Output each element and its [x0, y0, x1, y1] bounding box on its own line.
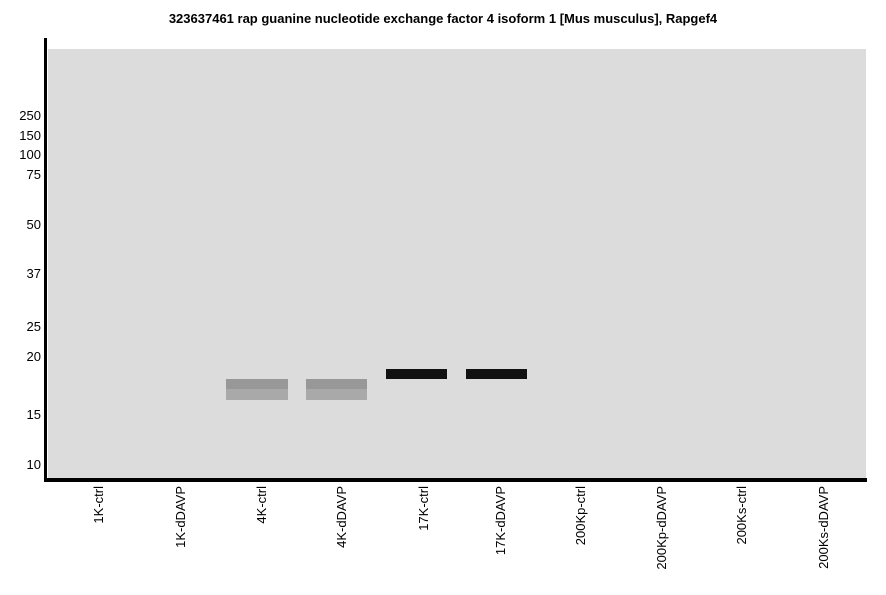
y-tick-label-10: 10 — [26, 457, 41, 472]
band-17K-ctrl — [386, 369, 447, 379]
band-17K-dDAVP — [466, 369, 527, 379]
y-tick-label-25: 25 — [26, 319, 41, 334]
y-tick-label-250: 250 — [19, 108, 41, 123]
y-tick-label-150: 150 — [19, 128, 41, 143]
band-4K-dDAVP — [306, 379, 367, 400]
y-tick-label-15: 15 — [26, 407, 41, 422]
figure-title: 323637461 rap guanine nucleotide exchang… — [168, 11, 718, 26]
y-tick-label-50: 50 — [26, 217, 41, 232]
y-tick-label-75: 75 — [26, 167, 41, 182]
y-axis-line — [44, 38, 47, 482]
band-4K-ctrl — [226, 379, 288, 400]
y-tick-label-100: 100 — [19, 147, 41, 162]
y-tick-label-37: 37 — [26, 266, 41, 281]
x-axis-line — [44, 478, 867, 482]
y-tick-label-20: 20 — [26, 349, 41, 364]
plot-area — [48, 49, 866, 478]
